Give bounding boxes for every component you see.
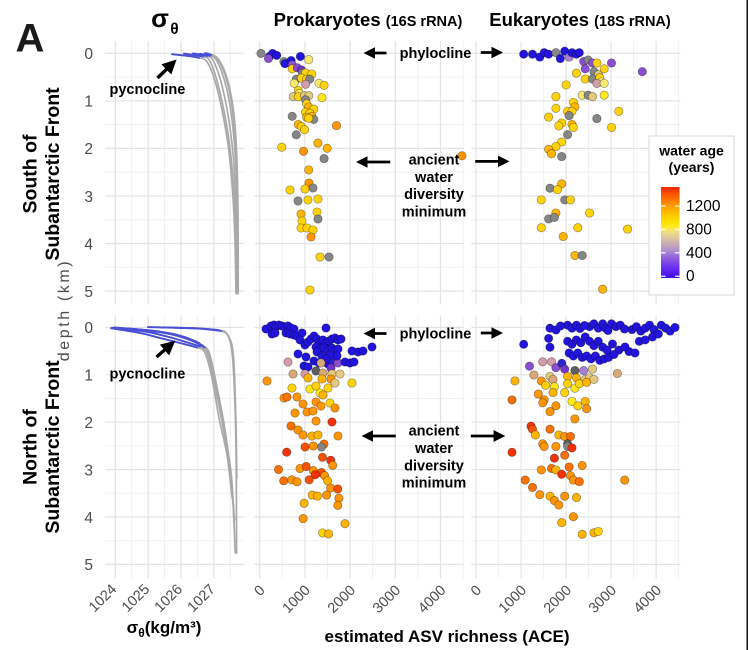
svg-text:pycnocline: pycnocline	[110, 82, 186, 98]
svg-text:0: 0	[686, 268, 695, 285]
svg-text:0: 0	[84, 320, 93, 337]
svg-text:2: 2	[84, 141, 93, 158]
svg-text:Subantarctic Front: Subantarctic Front	[42, 87, 64, 261]
svg-text:1200: 1200	[686, 198, 721, 215]
svg-text:depth (km): depth (km)	[56, 259, 73, 361]
svg-text:θ: θ	[170, 21, 178, 38]
svg-text:estimated ASV richness (ACE): estimated ASV richness (ACE)	[325, 627, 570, 646]
svg-text:Prokaryotes (16S rRNA): Prokaryotes (16S rRNA)	[274, 9, 463, 30]
svg-text:Subantarctic Front: Subantarctic Front	[42, 360, 64, 534]
svg-text:South of: South of	[20, 134, 42, 214]
svg-text:1: 1	[84, 368, 93, 385]
svg-text:phylocline: phylocline	[400, 327, 472, 343]
svg-text:(years): (years)	[669, 159, 715, 175]
svg-text:5: 5	[84, 284, 93, 301]
svg-text:North of: North of	[20, 409, 42, 485]
svg-text:Eukaryotes (18S rRNA): Eukaryotes (18S rRNA)	[489, 9, 671, 30]
svg-text:minimum: minimum	[402, 476, 466, 492]
svg-text:3: 3	[84, 189, 93, 206]
svg-text:σθ(kg/m³): σθ(kg/m³)	[127, 618, 202, 640]
svg-text:diversity: diversity	[404, 458, 464, 474]
svg-text:4: 4	[84, 510, 93, 527]
svg-text:minimum: minimum	[402, 204, 466, 220]
svg-text:0: 0	[84, 46, 93, 63]
svg-text:1: 1	[84, 94, 93, 111]
svg-text:phylocline: phylocline	[400, 46, 472, 62]
svg-text:water: water	[414, 441, 453, 457]
svg-text:5: 5	[84, 557, 93, 574]
svg-text:A: A	[16, 17, 45, 61]
svg-text:400: 400	[686, 245, 712, 262]
svg-text:water: water	[414, 170, 453, 186]
svg-text:3: 3	[84, 462, 93, 479]
svg-text:ancient: ancient	[409, 424, 460, 440]
svg-text:pycnocline: pycnocline	[110, 367, 186, 383]
svg-text:800: 800	[686, 222, 712, 239]
svg-text:4: 4	[84, 236, 93, 253]
svg-text:ancient: ancient	[409, 153, 460, 169]
svg-text:2: 2	[84, 415, 93, 432]
svg-text:water age: water age	[658, 143, 724, 159]
svg-text:σ: σ	[151, 3, 169, 33]
svg-text:diversity: diversity	[404, 187, 464, 203]
